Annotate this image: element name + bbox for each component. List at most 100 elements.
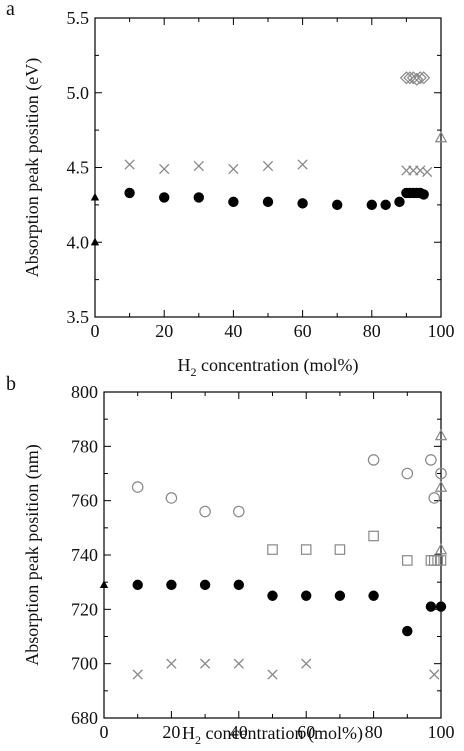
series-open-triangle <box>434 131 448 143</box>
data-point-filled-circle <box>418 189 429 200</box>
y-axis-title: Absorption peak position (eV) <box>22 58 43 277</box>
data-point-open-circle <box>233 505 245 518</box>
data-point-open-circle <box>425 454 437 466</box>
data-point-filled-circle <box>301 590 312 601</box>
y-axis-title: Absorption peak position (nm) <box>22 444 43 665</box>
data-point-open-triangle <box>434 429 448 441</box>
series-filled-circle <box>132 579 447 637</box>
data-point-filled-circle <box>334 590 346 601</box>
x-tick-label: 60 <box>294 321 312 341</box>
data-point-cross <box>422 166 433 178</box>
data-point-cross <box>199 658 211 669</box>
data-point-open-diamond <box>413 71 427 85</box>
data-point-open-circle <box>401 467 414 480</box>
series-cross <box>124 159 433 178</box>
x-tick-label: 100 <box>428 722 455 742</box>
data-point-open-square <box>402 555 413 566</box>
data-point-open-triangle <box>434 543 448 555</box>
x-tick-label: 20 <box>162 722 180 742</box>
y-tick-label: 800 <box>71 382 98 402</box>
data-point-cross <box>429 669 440 680</box>
data-point-cross <box>267 669 278 680</box>
series-open-circle <box>131 454 447 518</box>
data-point-open-circle <box>165 492 178 504</box>
data-point-filled-circle <box>366 199 377 211</box>
y-tick-label: 4.0 <box>67 232 90 252</box>
data-point-filled-circle <box>425 601 437 612</box>
data-point-filled-circle <box>124 187 135 199</box>
data-point-open-square <box>425 555 437 566</box>
x-tick-label: 20 <box>155 321 173 341</box>
data-point-open-diamond <box>410 72 424 86</box>
data-point-filled-circle <box>402 625 413 637</box>
y-tick-label: 680 <box>71 708 98 728</box>
x-axis-title: H2 concentration (mol%) <box>182 723 363 746</box>
x-tick-label: 0 <box>100 722 109 742</box>
data-point-filled-circle <box>332 199 343 211</box>
data-point-open-circle <box>199 505 211 518</box>
plot-frame <box>103 391 442 719</box>
data-point-filled-circle <box>435 601 447 612</box>
plot-frame <box>94 17 442 318</box>
chart-panel-b: b 0 20 40 60 80 100 680 700 720 740 760 780 800 H2 con… <box>6 373 455 747</box>
data-point-filled-circle <box>228 196 239 208</box>
data-point-filled-circle <box>193 192 204 203</box>
data-point-filled-triangle <box>90 192 100 201</box>
series-filled-triangle <box>90 192 100 246</box>
series-filled-triangle <box>99 580 109 589</box>
data-point-open-diamond <box>399 71 413 85</box>
data-point-filled-circle <box>159 192 170 203</box>
y-tick-label: 3.5 <box>67 307 90 327</box>
data-point-cross <box>297 159 308 170</box>
data-point-open-square <box>368 530 379 542</box>
panel-label: b <box>6 373 16 395</box>
series-open-square <box>267 530 447 566</box>
data-point-filled-circle <box>368 590 379 601</box>
data-point-open-square <box>300 544 312 555</box>
x-tick-label: 100 <box>428 321 455 341</box>
y-tick-label: 5.5 <box>67 8 90 28</box>
data-point-filled-circle <box>380 199 391 211</box>
y-tick-label: 740 <box>71 545 98 565</box>
data-point-cross <box>233 658 244 669</box>
data-point-cross <box>132 669 143 680</box>
data-point-filled-circle <box>199 579 211 591</box>
x-tick-label: 60 <box>297 722 315 742</box>
data-point-filled-circle <box>166 579 177 591</box>
data-point-cross <box>124 159 135 170</box>
data-point-cross <box>262 160 274 172</box>
data-point-cross <box>415 165 426 176</box>
data-point-open-circle <box>131 481 144 493</box>
x-axis-title: H2 concentration (mol%) <box>178 355 359 379</box>
data-point-open-circle <box>428 492 441 504</box>
data-point-open-square <box>334 544 346 555</box>
data-point-open-triangle <box>434 131 448 143</box>
data-point-cross <box>301 658 312 669</box>
data-point-filled-circle <box>262 196 274 208</box>
series-filled-circle <box>124 187 429 211</box>
data-point-open-square <box>435 555 447 566</box>
x-tick-label: 40 <box>224 321 242 341</box>
y-tick-label: 5.0 <box>67 83 90 103</box>
data-point-open-circle <box>435 467 447 480</box>
data-point-open-circle <box>367 454 380 466</box>
data-point-cross <box>166 658 177 669</box>
panel-label: a <box>6 0 15 20</box>
data-point-filled-triangle <box>99 580 109 589</box>
data-point-filled-circle <box>394 196 405 208</box>
data-point-filled-circle <box>233 579 244 591</box>
series-open-diamond <box>399 71 431 86</box>
data-point-cross <box>228 163 239 175</box>
data-point-cross <box>159 163 170 175</box>
y-tick-label: 720 <box>71 599 98 619</box>
data-point-open-square <box>428 555 440 566</box>
y-tick-label: 780 <box>71 436 98 456</box>
data-point-cross <box>193 160 204 172</box>
series-cross <box>132 658 440 680</box>
data-point-open-triangle <box>434 480 448 492</box>
data-point-filled-triangle <box>90 237 100 246</box>
y-tick-label: 760 <box>71 491 98 511</box>
chart-panel-a: a 0 20 40 60 80 100 3.5 4.0 4.5 5.0 5.5 H2 concentra… <box>6 0 455 379</box>
